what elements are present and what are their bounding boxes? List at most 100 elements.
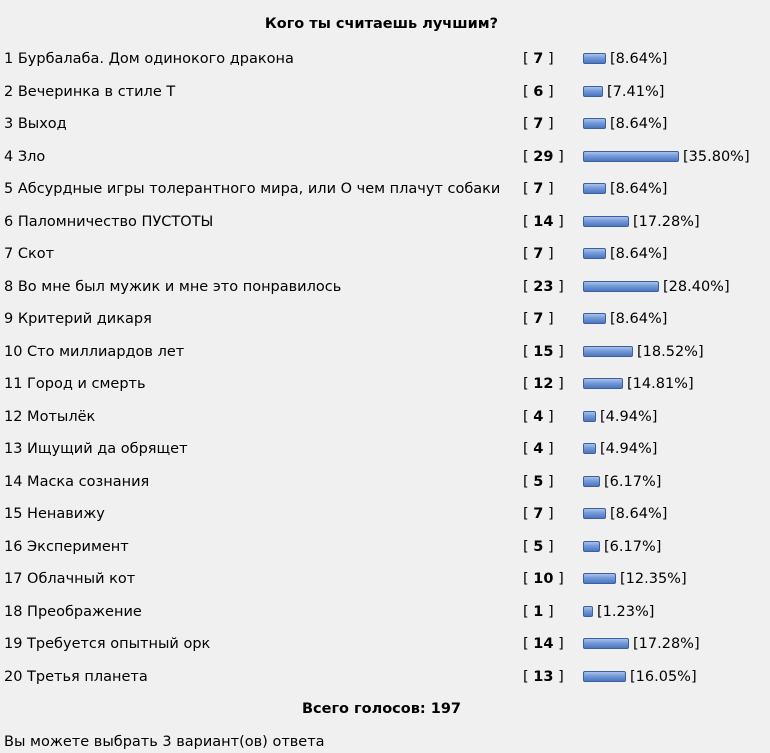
vote-count: 4 — [533, 408, 544, 425]
poll-option-percent: [8.64%] — [610, 311, 668, 327]
poll-option-votes: [ 23 ] — [523, 278, 564, 295]
vote-count: 6 — [533, 83, 544, 100]
poll-option-votes: [ 29 ] — [523, 148, 564, 165]
poll-option-votes: [ 4 ] — [523, 408, 554, 425]
poll-option-row: 3 Выход [ 7 ] [8.64%] — [0, 113, 770, 135]
poll-option-percent: [8.64%] — [610, 181, 668, 197]
poll-option-bar — [583, 670, 626, 682]
poll-option-percent: [28.40%] — [663, 278, 730, 295]
vote-count: 7 — [533, 51, 544, 67]
poll-option-votes: [ 6 ] — [523, 83, 554, 100]
poll-option-label: 18 Преображение — [4, 603, 142, 620]
poll-option-label: 13 Ищущий да обрящет — [4, 441, 188, 457]
poll-option-label: 7 Скот — [4, 246, 55, 262]
poll-option-label: 1 Бурбалаба. Дом одинокого дракона — [4, 51, 294, 67]
poll-option-percent: [4.94%] — [600, 441, 658, 457]
poll-option-votes: [ 7 ] — [523, 51, 554, 67]
poll-option-row: 11 Город и смерть [ 12 ] [14.81%] — [0, 373, 770, 395]
poll-option-label: 15 Ненавижу — [4, 506, 105, 522]
poll-title: Кого ты считаешь лучшим? — [264, 16, 499, 32]
selection-note: Вы можете выбрать 3 вариант(ов) ответа — [4, 734, 325, 750]
vote-count: 15 — [533, 343, 554, 360]
poll-option-bar — [583, 508, 606, 519]
poll-option-bar — [583, 638, 629, 649]
vote-count: 5 — [533, 473, 544, 490]
poll-option-bar — [583, 475, 600, 487]
poll-option-votes: [ 7 ] — [523, 246, 554, 262]
poll-option-bar — [583, 540, 600, 552]
poll-option-label: 17 Облачный кот — [4, 571, 136, 587]
poll-option-bar — [583, 605, 593, 617]
poll-option-votes: [ 15 ] — [523, 343, 564, 360]
poll-option-row: 18 Преображение [ 1 ] [1.23%] — [0, 601, 770, 623]
vote-count: 7 — [533, 116, 544, 132]
poll-option-label: 3 Выход — [4, 116, 67, 132]
poll-option-row: 17 Облачный кот [ 10 ] [12.35%] — [0, 568, 770, 590]
poll-option-bar — [583, 248, 606, 259]
poll-option-percent: [6.17%] — [604, 473, 662, 490]
poll-option-bar — [583, 53, 606, 64]
poll-option-bar — [583, 313, 606, 324]
poll-option-row: 20 Третья планета [ 13 ] [16.05%] — [0, 666, 770, 688]
poll-option-votes: [ 4 ] — [523, 441, 554, 457]
vote-count: 14 — [533, 213, 554, 230]
poll-option-row: 16 Эксперимент [ 5 ] [6.17%] — [0, 536, 770, 558]
poll-option-label: 4 Зло — [4, 148, 46, 165]
poll-option-bar — [583, 443, 596, 454]
poll-option-row: 2 Вечеринка в стиле Т [ 6 ] [7.41%] — [0, 81, 770, 103]
poll-option-percent: [6.17%] — [604, 538, 662, 555]
vote-count: 4 — [533, 441, 544, 457]
poll-option-percent: [8.64%] — [610, 51, 668, 67]
vote-count: 29 — [533, 148, 554, 165]
poll-option-row: 4 Зло [ 29 ] [35.80%] — [0, 146, 770, 168]
poll-option-percent: [8.64%] — [610, 116, 668, 132]
poll-option-label: 2 Вечеринка в стиле Т — [4, 83, 176, 100]
poll-option-bar — [583, 573, 616, 584]
vote-count: 23 — [533, 278, 554, 295]
poll-option-bar — [583, 215, 629, 227]
poll-option-row: 6 Паломничество ПУСТОТЫ [ 14 ] [17.28%] — [0, 211, 770, 233]
poll-option-percent: [35.80%] — [683, 148, 750, 165]
poll-option-bar — [583, 378, 623, 389]
poll-option-percent: [12.35%] — [620, 571, 687, 587]
vote-count: 5 — [533, 538, 544, 555]
poll-option-votes: [ 7 ] — [523, 506, 554, 522]
poll-option-bar — [583, 410, 596, 422]
poll-option-votes: [ 14 ] — [523, 213, 564, 230]
vote-count: 1 — [533, 603, 544, 620]
poll-option-votes: [ 12 ] — [523, 376, 564, 392]
poll-option-bar — [583, 150, 679, 162]
vote-count: 7 — [533, 181, 544, 197]
poll-option-votes: [ 10 ] — [523, 571, 564, 587]
poll-option-label: 16 Эксперимент — [4, 538, 129, 555]
poll-option-label: 20 Третья планета — [4, 668, 148, 685]
poll-option-percent: [8.64%] — [610, 506, 668, 522]
poll-option-label: 11 Город и смерть — [4, 376, 146, 392]
vote-count: 13 — [533, 668, 554, 685]
poll-option-votes: [ 7 ] — [523, 116, 554, 132]
poll-option-label: 10 Сто миллиардов лет — [4, 343, 185, 360]
poll-option-label: 12 Мотылёк — [4, 408, 96, 425]
poll-option-percent: [17.28%] — [633, 636, 700, 652]
poll-option-votes: [ 1 ] — [523, 603, 554, 620]
poll-option-label: 8 Во мне был мужик и мне это понравилось — [4, 278, 342, 295]
poll-option-label: 9 Критерий дикаря — [4, 311, 152, 327]
vote-count: 7 — [533, 246, 544, 262]
poll-option-percent: [4.94%] — [600, 408, 658, 425]
poll-option-percent: [1.23%] — [597, 603, 655, 620]
vote-count: 10 — [533, 571, 554, 587]
poll-option-row: 9 Критерий дикаря [ 7 ] [8.64%] — [0, 308, 770, 330]
poll-option-row: 8 Во мне был мужик и мне это понравилось… — [0, 276, 770, 298]
poll-option-label: 6 Паломничество ПУСТОТЫ — [4, 213, 214, 230]
poll-option-label: 14 Маска сознания — [4, 473, 150, 490]
poll-option-votes: [ 5 ] — [523, 473, 554, 490]
poll-option-label: 5 Абсурдные игры толерантного мира, или … — [4, 181, 501, 197]
vote-count: 7 — [533, 311, 544, 327]
poll-option-votes: [ 7 ] — [523, 311, 554, 327]
poll-option-votes: [ 5 ] — [523, 538, 554, 555]
vote-count: 12 — [533, 376, 554, 392]
poll-option-votes: [ 7 ] — [523, 181, 554, 197]
poll-option-row: 5 Абсурдные игры толерантного мира, или … — [0, 178, 770, 200]
poll-option-percent: [17.28%] — [633, 213, 700, 230]
poll-option-bar — [583, 118, 606, 129]
